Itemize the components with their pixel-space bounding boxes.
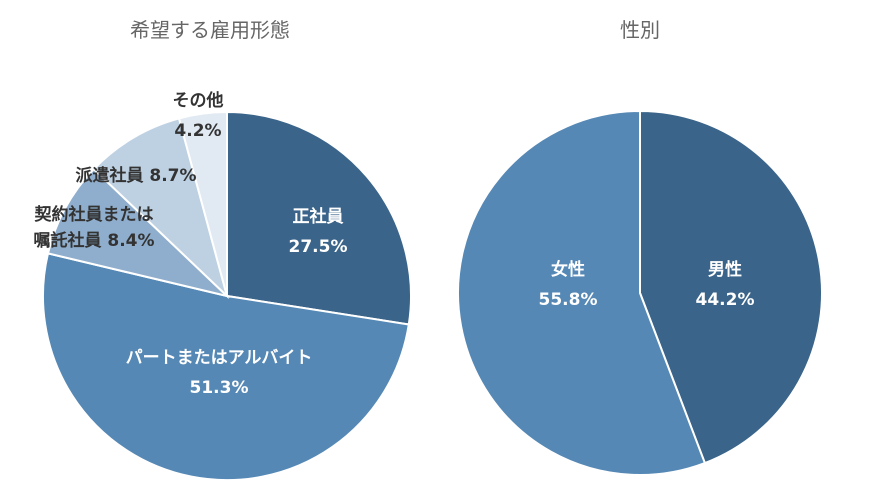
slice-label: パートまたはアルバイト xyxy=(126,348,313,368)
slice-label: その他 xyxy=(173,90,224,111)
pie-slice xyxy=(457,109,707,476)
slice-label: 女性 xyxy=(551,259,585,280)
slice-value-label: 55.8% xyxy=(539,290,598,310)
slice-value-label: 4.2% xyxy=(174,121,221,141)
pie-slice xyxy=(92,117,229,300)
slice-value-label: 44.2% xyxy=(696,290,755,310)
pie-slice xyxy=(46,167,231,298)
pie-slice xyxy=(177,110,228,297)
pie-1: 男性 44.2% 女性 55.8% xyxy=(457,109,823,476)
pie-slice xyxy=(226,110,412,326)
slice-label: 男性 xyxy=(708,259,742,280)
slice-label: 契約社員または xyxy=(34,204,154,225)
slice-value-label: 51.3% xyxy=(190,378,249,398)
pie-slice xyxy=(41,252,410,482)
pie-slice xyxy=(639,109,823,465)
slice-value-label: 27.5% xyxy=(289,237,348,257)
gender-chart-title: 性別 xyxy=(620,18,660,42)
slice-label: 正社員 xyxy=(293,206,344,227)
slice-label: 派遣社員 8.7% xyxy=(75,165,196,186)
employment-chart-title: 希望する雇用形態 xyxy=(130,18,290,42)
slice-label: 嘱託社員 8.4% xyxy=(33,230,154,251)
